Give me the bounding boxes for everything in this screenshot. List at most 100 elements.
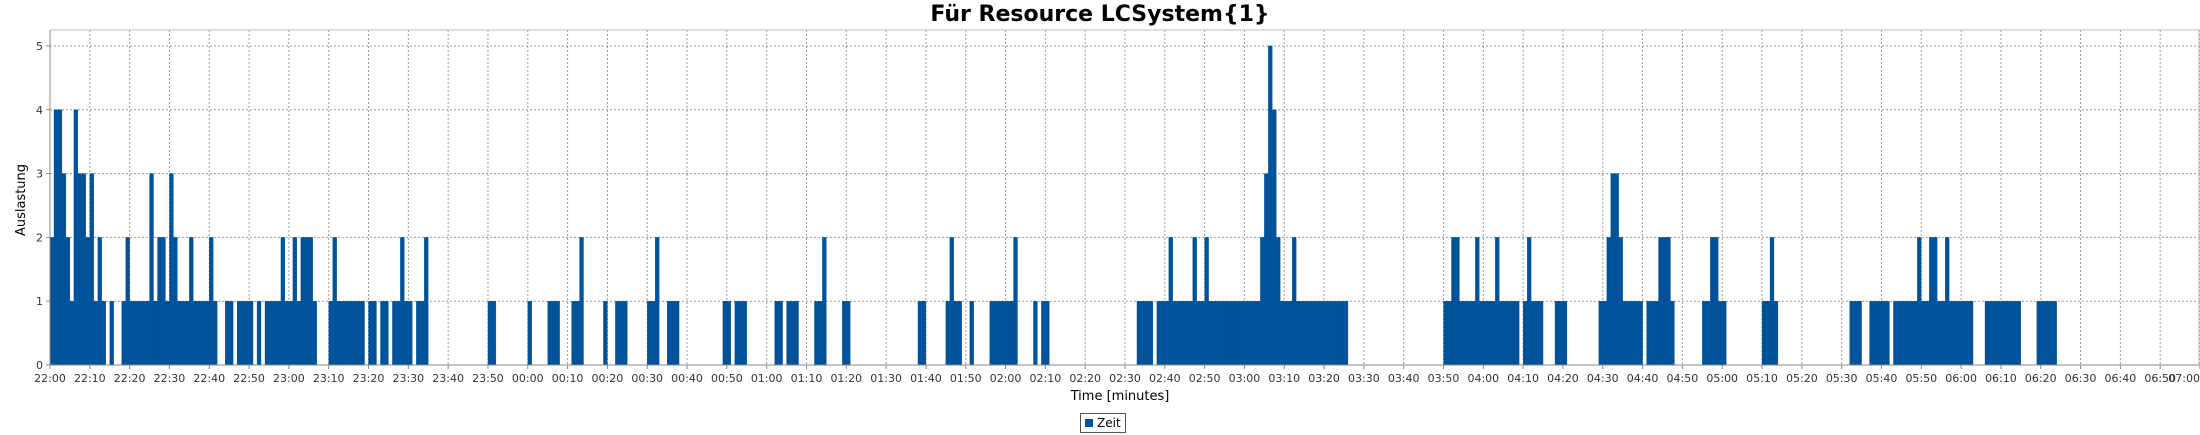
bar [264,301,270,366]
x-tick-label: 00:20 [592,372,624,385]
x-tick-label: 01:00 [751,372,783,385]
bar [1176,301,1181,366]
bar [1160,301,1165,366]
bar [197,301,202,366]
bar [1260,237,1265,366]
bar [1710,237,1715,366]
bar [2016,301,2021,366]
bar [1714,237,1719,366]
bar [248,301,254,366]
bar [225,301,230,366]
bar [209,237,214,366]
x-tick-label: 00:00 [512,372,544,385]
x-tick-label: 04:20 [1547,372,1579,385]
bar [1618,237,1623,366]
bar [1869,301,1874,366]
bar [336,301,341,366]
x-tick-label: 23:10 [313,372,345,385]
bar [1280,301,1285,366]
bar [1913,301,1918,366]
bar [1495,237,1500,366]
bar [384,301,389,366]
bar [1988,301,1994,366]
x-tick-label: 06:30 [2065,372,2097,385]
bar [1857,301,1862,366]
bar [1964,301,1970,366]
bar [404,301,409,366]
bar [1212,301,1217,366]
bar [93,301,98,366]
bar [1172,301,1177,366]
bar [312,301,317,366]
bar [272,301,278,366]
bar [256,301,262,366]
bar [380,301,385,366]
bar [57,109,63,366]
bar [547,301,552,366]
bar [491,301,497,366]
bar [173,237,178,366]
bar [2000,301,2006,366]
bar [1220,301,1225,366]
x-tick-label: 03:10 [1268,372,1300,385]
bar [1881,301,1886,366]
x-tick-label: 03:20 [1308,372,1340,385]
bar [1451,237,1456,366]
bar [778,301,783,366]
bar [734,301,739,366]
x-tick-label: 22:10 [74,372,106,385]
bar [1264,173,1269,366]
bar [666,301,672,366]
bar [1499,301,1504,366]
x-tick-labels: 22:00 22:10 22:20 22:30 22:40 22:50 23:00 23:10… [34,365,2200,385]
bar [1268,45,1273,366]
bar [790,301,795,366]
bar [1654,301,1659,366]
bar [1893,301,1898,366]
x-tick-label: 04:40 [1627,372,1659,385]
bar [969,301,974,366]
bar [1511,301,1516,366]
bar [1638,301,1643,366]
bar [1602,301,1607,366]
bar [842,301,847,366]
bar [193,301,198,366]
x-tick-label: 02:40 [1149,372,1181,385]
bar [268,301,274,366]
bar [953,301,958,366]
x-tick-label: 02:20 [1069,372,1101,385]
bar [674,301,680,366]
bar [300,237,305,366]
bar [1909,301,1914,366]
bar [1224,301,1229,366]
bar [69,301,75,366]
bar [1188,301,1193,366]
bar [1455,237,1460,366]
bar [1534,301,1540,366]
bar [1526,237,1532,366]
bar [416,301,421,366]
bar [348,301,353,366]
bar [1164,301,1169,366]
x-tick-label: 23:50 [472,372,504,385]
bar [1538,301,1544,366]
x-tick-label: 01:50 [950,372,982,385]
x-tick-label: 04:30 [1587,372,1619,385]
bar [1530,301,1536,366]
bar [1984,301,1990,366]
bar [1558,301,1564,366]
y-tick-label: 2 [36,231,43,244]
bar [1606,237,1611,366]
bar [742,301,747,366]
bar [1646,301,1651,366]
bar [1156,301,1161,366]
bar [726,301,731,366]
bar [356,301,361,366]
x-tick-label: 07:00 [2168,372,2200,385]
bar [101,301,106,366]
bar [189,237,194,366]
bar [1956,301,1962,366]
bar-series [49,45,2057,366]
bar [2036,301,2041,366]
